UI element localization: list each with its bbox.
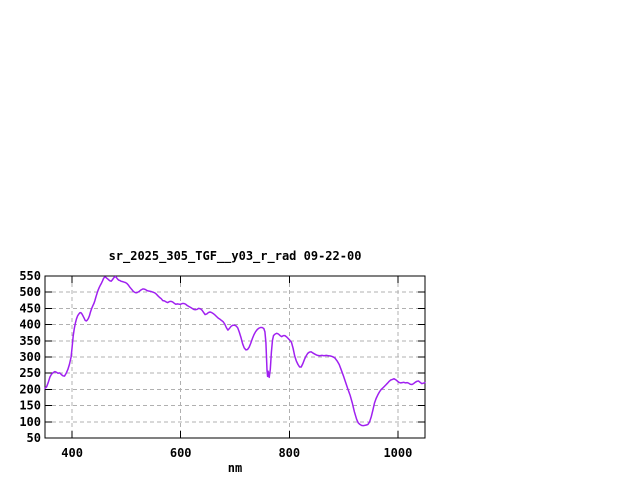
x-axis-tick-label: 800 — [278, 446, 300, 460]
y-axis-tick-label: 150 — [19, 399, 41, 413]
y-axis-tick-label: 100 — [19, 415, 41, 429]
y-axis-tick-label: 400 — [19, 318, 41, 332]
y-axis-tick-label: 500 — [19, 285, 41, 299]
x-axis-label: nm — [227, 461, 243, 475]
x-axis-tick-label: 1000 — [383, 446, 412, 460]
plot-border — [44, 275, 426, 439]
y-axis-tick-label: 50 — [27, 431, 41, 445]
y-axis-tick-label: 300 — [19, 350, 41, 364]
x-axis-tick-label: 400 — [61, 446, 83, 460]
y-axis-tick-label: 250 — [19, 366, 41, 380]
y-axis-tick-label: 550 — [19, 269, 41, 283]
y-axis-tick-label: 350 — [19, 334, 41, 348]
x-axis-tick-label: 600 — [170, 446, 192, 460]
data-curve — [44, 275, 426, 427]
chart-title: sr_2025_305_TGF__y03_r_rad 09-22-00 — [108, 249, 362, 263]
y-axis-tick-label: 200 — [19, 382, 41, 396]
y-axis-tick-label: 450 — [19, 301, 41, 315]
